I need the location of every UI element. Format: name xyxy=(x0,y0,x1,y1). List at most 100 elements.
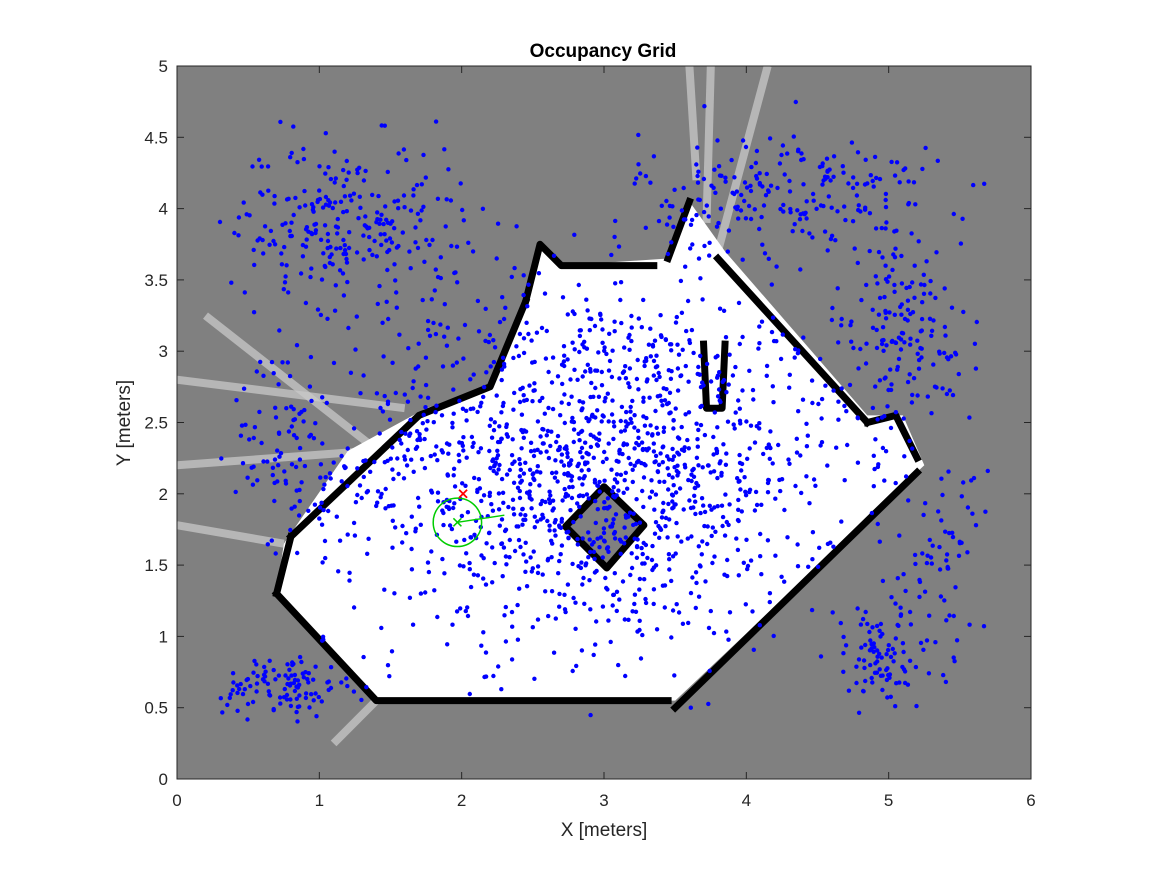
particle xyxy=(289,462,295,467)
particle xyxy=(302,188,307,194)
particle xyxy=(476,450,481,455)
particle xyxy=(250,482,256,487)
particle xyxy=(509,609,515,615)
particle xyxy=(445,642,450,647)
particle xyxy=(738,421,743,426)
particle xyxy=(377,283,382,289)
particle xyxy=(736,573,741,578)
particle xyxy=(519,412,525,417)
particle xyxy=(818,443,823,448)
particle xyxy=(748,558,754,563)
particle xyxy=(452,501,457,506)
particle xyxy=(705,463,711,468)
particle xyxy=(763,193,769,198)
particle xyxy=(562,592,567,597)
particle xyxy=(614,608,619,614)
particle xyxy=(490,457,496,462)
particle xyxy=(605,496,611,501)
particle xyxy=(624,424,629,429)
particle xyxy=(867,211,873,216)
particle xyxy=(627,384,632,390)
particle xyxy=(742,475,747,480)
particle xyxy=(303,691,309,696)
particle xyxy=(877,176,883,182)
particle xyxy=(581,575,586,581)
particle xyxy=(793,347,798,352)
particle xyxy=(367,247,372,253)
particle xyxy=(446,167,451,172)
particle xyxy=(838,620,843,626)
particle xyxy=(555,433,561,439)
particle xyxy=(893,636,898,641)
particle xyxy=(632,463,637,468)
particle xyxy=(801,335,806,340)
particle xyxy=(507,467,512,473)
particle xyxy=(653,492,659,497)
particle xyxy=(696,427,701,433)
particle xyxy=(867,629,872,635)
particle xyxy=(715,394,721,399)
particle xyxy=(943,529,948,534)
particle xyxy=(576,564,581,569)
particle xyxy=(915,351,920,356)
particle xyxy=(778,356,784,362)
particle xyxy=(671,224,676,229)
particle xyxy=(300,254,306,259)
particle xyxy=(616,662,621,668)
particle xyxy=(715,475,720,481)
particle xyxy=(419,457,425,462)
particle xyxy=(714,224,720,229)
particle xyxy=(874,623,880,629)
particle xyxy=(939,476,944,481)
particle xyxy=(872,466,877,472)
particle xyxy=(752,207,757,212)
particle xyxy=(819,440,825,445)
particle xyxy=(429,549,434,554)
particle xyxy=(518,467,523,472)
particle xyxy=(773,496,778,501)
particle xyxy=(782,507,787,513)
particle xyxy=(744,537,749,542)
particle xyxy=(550,498,556,503)
particle xyxy=(517,474,522,479)
particle xyxy=(831,388,836,393)
particle xyxy=(800,228,805,234)
particle xyxy=(461,564,466,569)
particle xyxy=(619,539,624,544)
particle xyxy=(661,429,666,434)
particle xyxy=(380,409,386,414)
particle xyxy=(694,455,700,460)
particle xyxy=(705,524,710,529)
particle xyxy=(592,323,598,329)
particle xyxy=(646,446,651,451)
particle xyxy=(716,220,721,226)
particle xyxy=(692,493,697,498)
particle xyxy=(737,406,742,411)
particle xyxy=(444,197,449,202)
particle xyxy=(562,420,567,426)
particle xyxy=(543,356,549,361)
particle xyxy=(601,526,607,531)
particle xyxy=(640,488,645,494)
particle xyxy=(883,191,889,197)
particle xyxy=(468,535,474,540)
particle xyxy=(281,287,286,292)
particle xyxy=(323,194,329,200)
particle xyxy=(265,164,271,169)
particle xyxy=(488,417,494,422)
particle xyxy=(671,426,676,431)
particle xyxy=(583,369,588,374)
particle xyxy=(364,224,369,229)
particle xyxy=(669,369,674,374)
particle xyxy=(644,379,649,384)
particle xyxy=(586,496,591,501)
particle xyxy=(641,297,646,303)
particle xyxy=(911,180,917,185)
particle xyxy=(696,197,701,202)
particle xyxy=(781,209,786,214)
particle xyxy=(594,568,599,574)
particle xyxy=(469,434,475,440)
particle xyxy=(560,295,566,300)
particle xyxy=(392,226,397,231)
particle xyxy=(458,606,463,611)
